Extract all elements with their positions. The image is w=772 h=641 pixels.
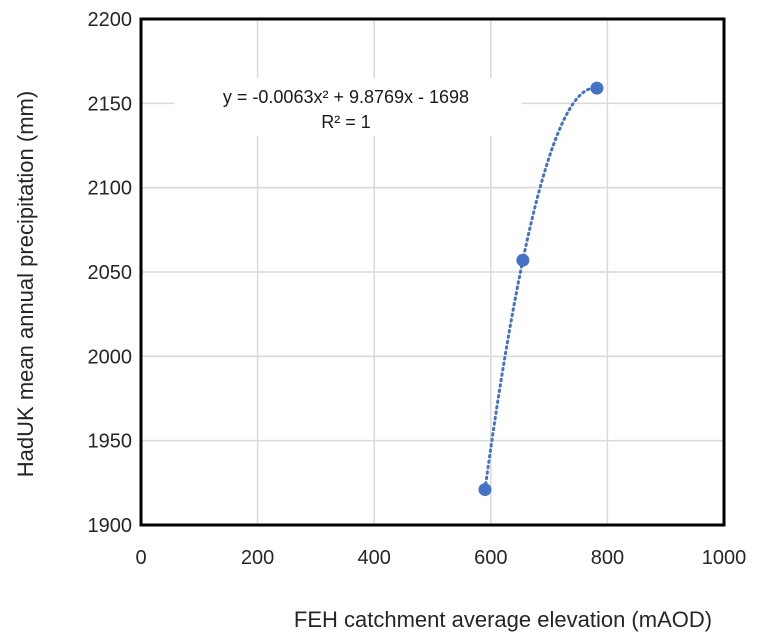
- y-tick-label: 1900: [88, 515, 133, 537]
- x-axis-ticks: 0 200 400 600 800 1000: [135, 547, 746, 569]
- x-tick-label: 600: [474, 547, 507, 569]
- x-axis-title: FEH catchment average elevation (mAOD): [294, 607, 712, 632]
- y-tick-label: 2150: [88, 93, 133, 115]
- x-tick-label: 400: [358, 547, 391, 569]
- x-tick-label: 200: [241, 547, 274, 569]
- y-tick-label: 2200: [88, 9, 133, 31]
- x-tick-label: 0: [135, 547, 146, 569]
- trendline-annotation: y = -0.0063x² + 9.8769x - 1698 R² = 1: [174, 78, 522, 136]
- trendline: [483, 86, 599, 492]
- trendline-path: [483, 86, 599, 492]
- y-axis-title: HadUK mean annual precipitation (mm): [13, 91, 38, 477]
- data-point: [590, 81, 604, 95]
- plot-area-frame: [139, 17, 726, 527]
- y-tick-label: 2000: [88, 346, 133, 368]
- data-point: [478, 483, 492, 497]
- y-axis-ticks: 1900 1950 2000 2050 2100 2150 2200: [88, 9, 133, 537]
- y-tick-label: 1950: [88, 431, 133, 453]
- x-tick-label: 800: [591, 547, 624, 569]
- y-tick-label: 2100: [88, 178, 133, 200]
- data-point: [516, 253, 530, 267]
- trendline-equation: y = -0.0063x² + 9.8769x - 1698: [223, 87, 469, 107]
- annotation-background: [174, 78, 522, 136]
- y-tick-label: 2050: [88, 262, 133, 284]
- trendline-r2: R² = 1: [321, 112, 371, 132]
- data-points: [478, 81, 604, 497]
- x-tick-label: 1000: [702, 547, 747, 569]
